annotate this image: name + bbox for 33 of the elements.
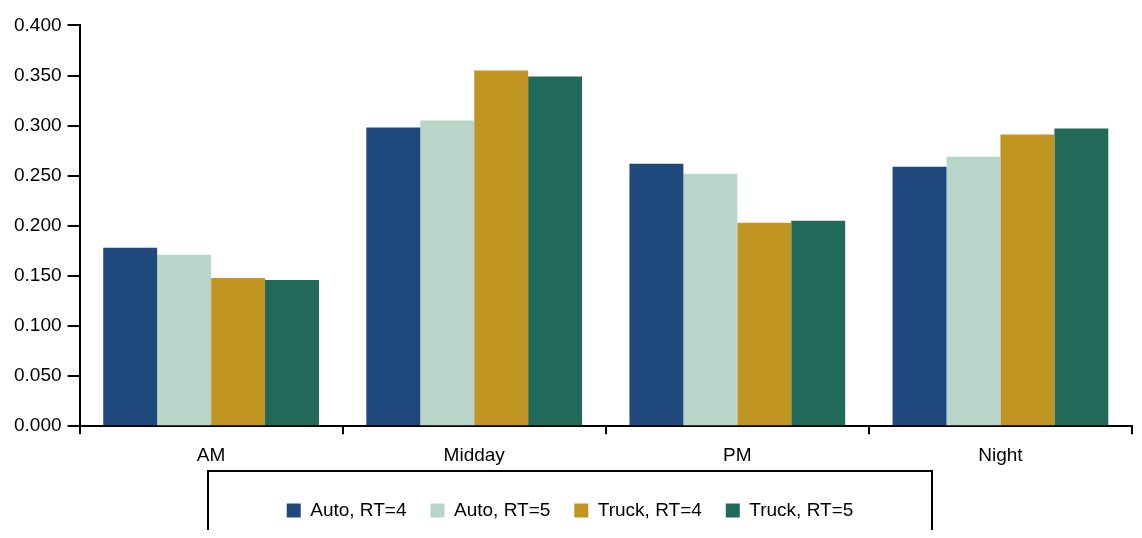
bar bbox=[211, 277, 266, 426]
bar bbox=[683, 173, 738, 426]
legend-label: Truck, RT=4 bbox=[597, 498, 703, 520]
x-tick-label: Midday bbox=[443, 443, 506, 465]
legend-label: Truck, RT=5 bbox=[749, 498, 854, 520]
bar bbox=[946, 156, 1001, 426]
y-tick-label: 0.300 bbox=[14, 113, 62, 135]
y-tick-label: 0.250 bbox=[14, 163, 62, 185]
bar bbox=[791, 220, 846, 426]
y-tick-label: 0.400 bbox=[14, 13, 62, 35]
bar bbox=[103, 247, 158, 426]
x-tick-label: Night bbox=[978, 443, 1024, 465]
y-tick-label: 0.000 bbox=[14, 414, 62, 436]
x-tick-label: PM bbox=[723, 443, 752, 465]
bar bbox=[892, 166, 947, 426]
y-tick-label: 0.350 bbox=[14, 63, 62, 85]
x-tick-label: AM bbox=[196, 443, 226, 465]
bar bbox=[629, 163, 684, 426]
bar bbox=[1054, 128, 1109, 426]
y-tick-label: 0.100 bbox=[14, 314, 62, 336]
bar bbox=[737, 222, 792, 426]
bar bbox=[1000, 134, 1055, 426]
bar bbox=[474, 70, 529, 426]
bar bbox=[157, 254, 212, 426]
legend-label: Auto, RT=5 bbox=[454, 498, 551, 520]
bar bbox=[420, 120, 475, 426]
y-tick-label: 0.050 bbox=[14, 364, 62, 386]
legend-label: Auto, RT=4 bbox=[310, 498, 407, 520]
bar bbox=[528, 76, 583, 426]
y-tick-label: 0.150 bbox=[14, 264, 62, 286]
bar bbox=[265, 279, 319, 426]
y-tick-label: 0.200 bbox=[14, 214, 62, 236]
bar bbox=[366, 127, 421, 426]
